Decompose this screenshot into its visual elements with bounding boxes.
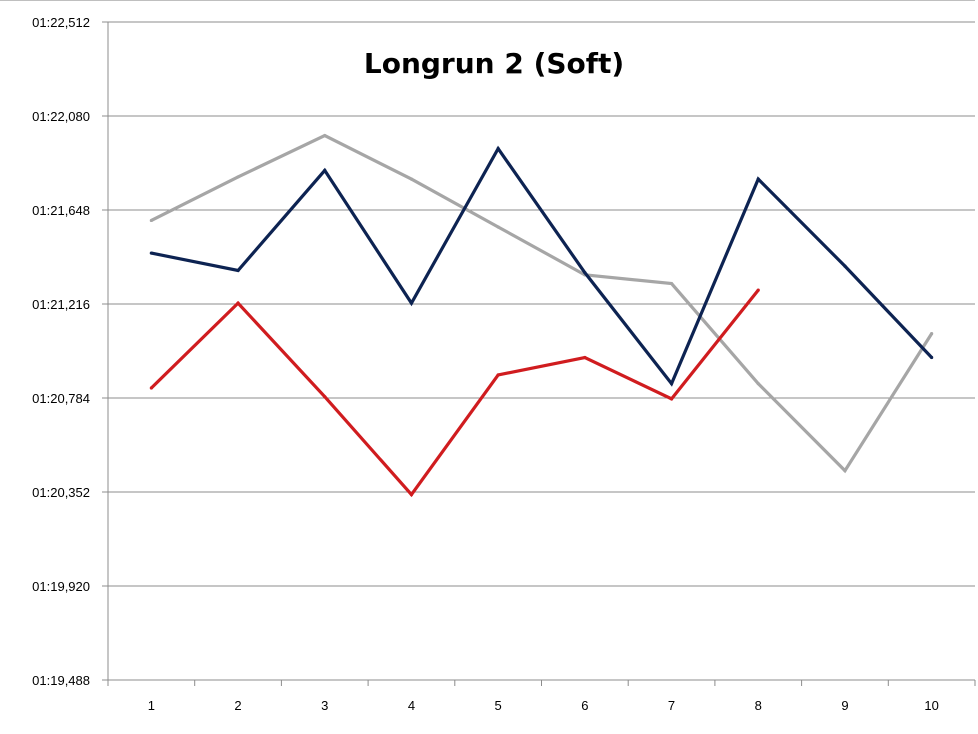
data-point	[756, 288, 760, 292]
x-tick-label: 10	[924, 698, 938, 713]
x-tick-label: 6	[581, 698, 588, 713]
data-point	[930, 355, 934, 360]
data-point	[323, 168, 327, 172]
data-point	[323, 395, 327, 399]
x-tick-label: 7	[668, 698, 675, 713]
x-tick-label: 3	[321, 698, 328, 713]
series-lines	[149, 133, 934, 498]
data-point	[756, 382, 760, 386]
y-tick-label: 01:21,216	[32, 297, 90, 312]
y-tick-label: 01:22,512	[32, 15, 90, 30]
data-point	[669, 281, 674, 286]
series-line-3	[150, 289, 760, 498]
x-tick-label: 2	[234, 698, 241, 713]
data-point	[583, 355, 587, 360]
series-line-1	[150, 133, 934, 474]
data-point	[236, 175, 240, 179]
data-point	[409, 177, 414, 181]
data-point	[756, 177, 760, 181]
data-point	[843, 469, 847, 473]
data-point	[149, 251, 153, 255]
y-tick-label: 01:19,488	[32, 673, 90, 688]
x-tick-label: 1	[148, 698, 155, 713]
series-line-2	[151, 145, 933, 387]
data-point	[496, 225, 500, 229]
y-tick-labels: 01:19,488 01:19,920 01:20,352 01:20,784 01:2…	[32, 15, 90, 688]
axes	[0, 0, 976, 686]
data-point	[496, 373, 500, 377]
y-tick-label: 01:20,352	[32, 485, 90, 500]
data-point	[149, 218, 153, 223]
x-tick-label: 5	[495, 698, 502, 713]
chart-title: Longrun 2 (Soft)	[364, 47, 624, 80]
data-point	[236, 301, 240, 305]
y-tick-label: 01:20,784	[32, 391, 90, 406]
data-point	[843, 264, 847, 268]
x-tick-label: 8	[755, 698, 762, 713]
data-point	[669, 382, 674, 386]
x-tick-labels: 1 2 3 4 5 6 7 8 9 10	[148, 698, 939, 713]
data-point	[583, 271, 587, 275]
y-tick-label: 01:22,080	[32, 109, 90, 124]
data-point	[496, 147, 500, 151]
data-point	[409, 301, 414, 305]
y-tick-label: 01:21,648	[32, 203, 90, 218]
y-tick-label: 01:19,920	[32, 579, 90, 594]
data-point	[149, 386, 153, 390]
data-point	[409, 493, 414, 497]
x-tick-label: 4	[408, 698, 415, 713]
x-tick-label: 9	[841, 698, 848, 713]
data-point	[323, 133, 327, 138]
data-point	[669, 397, 674, 401]
data-point	[930, 331, 934, 336]
data-point	[236, 268, 240, 273]
